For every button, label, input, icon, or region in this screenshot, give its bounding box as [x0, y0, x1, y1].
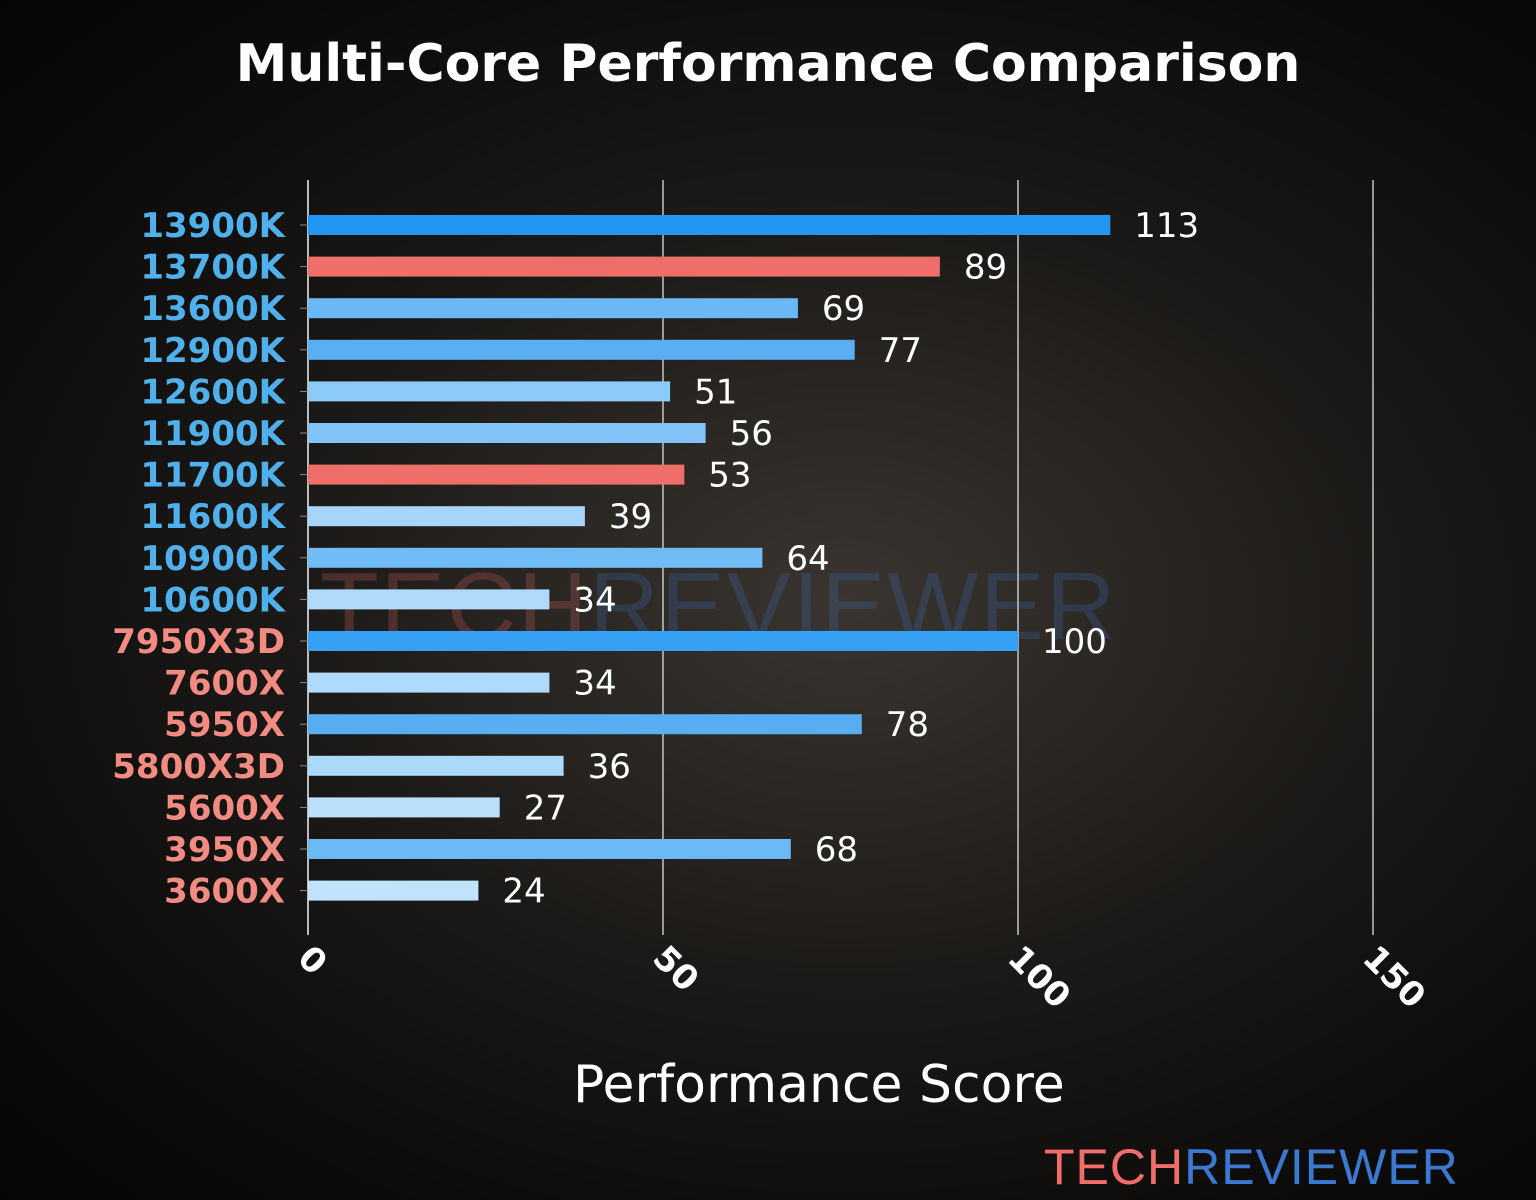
bar — [308, 589, 550, 610]
logo: TECHREVIEWER — [1044, 1138, 1459, 1196]
data-label: 36 — [588, 747, 631, 787]
logo-reviewer: REVIEWER — [1184, 1139, 1459, 1195]
x-tick-label: 100 — [1000, 938, 1078, 1016]
y-tick-label: 11900K — [140, 414, 286, 454]
bar — [308, 672, 550, 693]
bar — [308, 797, 500, 818]
bar — [308, 381, 671, 402]
y-tick-label: 13700K — [140, 248, 286, 288]
data-label: 78 — [886, 705, 929, 745]
bar — [308, 631, 1018, 651]
bar — [308, 215, 1111, 235]
data-label: 100 — [1042, 622, 1107, 662]
chart-title: Multi-Core Performance Comparison — [235, 34, 1301, 94]
data-label: 27 — [524, 788, 567, 828]
data-label: 68 — [815, 830, 858, 870]
data-label: 39 — [609, 497, 652, 537]
y-tick-label: 11700K — [140, 456, 286, 496]
y-tick-label: 5800X3D — [112, 747, 285, 787]
bar — [308, 880, 479, 901]
data-label: 34 — [573, 580, 616, 620]
y-tick-label: 7950X3D — [112, 622, 285, 662]
y-tick-label: 12900K — [140, 331, 286, 371]
y-tick-label: 5600X — [164, 788, 285, 828]
x-tick-label: 0 — [290, 938, 335, 983]
bar — [308, 547, 763, 568]
x-axis-label: Performance Score — [573, 1055, 1065, 1115]
y-tick-label: 10900K — [140, 539, 286, 579]
y-tick-label: 13900K — [140, 206, 286, 246]
data-label: 113 — [1134, 206, 1199, 246]
y-tick-label: 12600K — [140, 372, 286, 412]
bar — [308, 839, 791, 859]
bar — [308, 755, 564, 776]
bar — [308, 423, 706, 443]
x-tick-label: 50 — [645, 938, 707, 1000]
bar — [308, 256, 940, 277]
y-tick-label: 3600X — [164, 872, 285, 912]
bar — [308, 464, 685, 485]
y-tick-label: 10600K — [140, 580, 286, 620]
y-tick-label: 11600K — [140, 497, 286, 537]
y-tick-label: 13600K — [140, 289, 286, 329]
data-label: 89 — [964, 248, 1007, 288]
y-tick-label: 7600X — [164, 664, 285, 704]
data-label: 53 — [708, 456, 751, 496]
bar — [308, 339, 855, 360]
data-label: 77 — [879, 331, 922, 371]
y-tick-label: 3950X — [164, 830, 285, 870]
bar — [308, 714, 862, 735]
y-tick-label: 5950X — [164, 705, 285, 745]
data-label: 69 — [822, 289, 865, 329]
data-label: 64 — [786, 539, 829, 579]
data-label: 24 — [502, 872, 545, 912]
data-label: 34 — [573, 664, 616, 704]
logo-tech: TECH — [1044, 1139, 1185, 1195]
bar — [308, 298, 798, 319]
data-label: 56 — [730, 414, 773, 454]
data-label: 51 — [694, 372, 737, 412]
x-tick-label: 150 — [1355, 938, 1433, 1016]
bar — [308, 506, 585, 527]
